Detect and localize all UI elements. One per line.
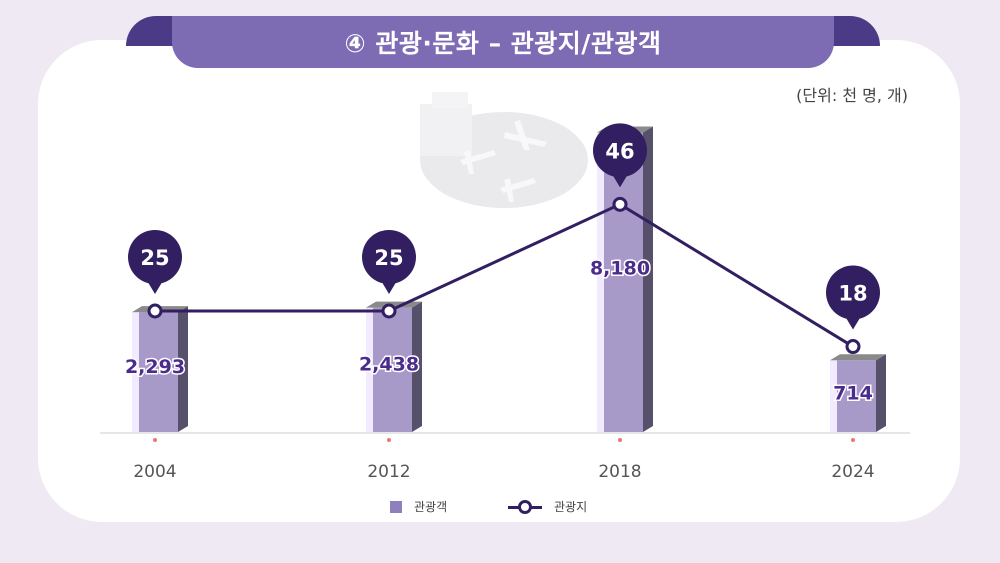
line-path: [155, 202, 854, 348]
pin-marker: 25: [128, 230, 182, 294]
chart-title: ④ 관광·문화 – 관광지/관광객: [344, 29, 662, 58]
title-banner: ④ 관광·문화 – 관광지/관광객: [172, 16, 834, 68]
bar: 714: [830, 354, 886, 432]
bar: 2,293: [123, 306, 188, 432]
legend-bar-swatch: [390, 500, 402, 513]
bars: 2,293 2,438 8,180 714: [123, 126, 886, 432]
pins: 25 25 46 18: [128, 123, 880, 330]
legend-line: 관광지: [508, 498, 587, 515]
pin-value-label: 25: [140, 246, 169, 270]
pin-value-label: 46: [605, 139, 634, 163]
line-point: [147, 303, 163, 319]
legend-bar-label: 관광객: [414, 500, 448, 514]
pin-value-label: 18: [838, 282, 867, 306]
bar-value-label: 8,180: [590, 257, 650, 279]
tick-dot: [387, 438, 391, 442]
line-series: [147, 196, 861, 355]
legend-line-label: 관광지: [554, 500, 588, 514]
legend-bar: 관광객: [390, 498, 447, 515]
x-tick-label: 2004: [133, 462, 176, 482]
pin-marker: 46: [593, 123, 647, 188]
airport-illustration: [420, 92, 588, 208]
pin-value-label: 25: [374, 246, 403, 270]
pin-marker: 25: [362, 230, 416, 294]
unit-label: (단위: 천 명, 개): [796, 86, 908, 105]
bar-value-label: 2,438: [359, 354, 419, 376]
tick-dot: [153, 438, 157, 442]
x-tick-label: 2012: [367, 462, 410, 482]
x-tick-label: 2018: [598, 462, 641, 482]
x-tick-label: 2024: [831, 462, 874, 482]
line-point: [612, 196, 628, 212]
bar-value-label: 714: [833, 383, 873, 405]
x-ticks: 2004 2012 2018 2024: [133, 438, 875, 482]
line-point: [845, 339, 861, 355]
bar: 2,438: [357, 301, 422, 432]
tick-dot: [851, 438, 855, 442]
tick-dot: [618, 438, 622, 442]
legend-line-swatch: [508, 499, 542, 514]
line-point: [381, 303, 397, 319]
pin-marker: 18: [826, 265, 880, 330]
bar-value-label: 2,293: [125, 356, 185, 378]
